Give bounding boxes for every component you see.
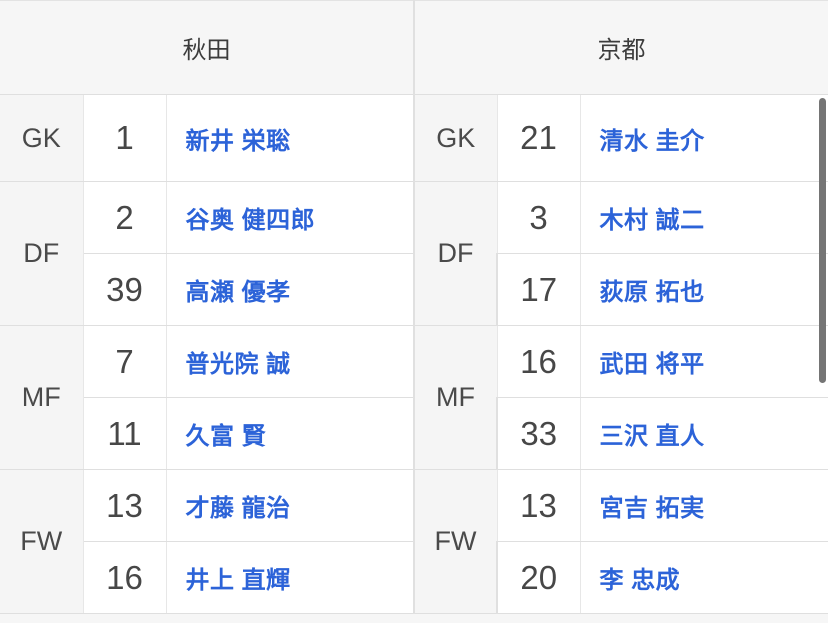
player-name-cell: 木村 誠二 [580,181,828,254]
position-cell-df-home: DF [0,181,84,326]
player-number: 13 [83,469,167,542]
player-name-cell: 李 忠成 [580,541,828,614]
position-cell-mf-away: MF [413,325,498,470]
player-number: 1 [83,94,167,182]
player-number: 11 [83,397,167,470]
player-name-cell: 才藤 龍治 [166,469,415,542]
player-number: 2 [83,181,167,254]
team-header-home: 秋田 [0,0,415,95]
player-number: 20 [496,541,581,614]
position-cell-fw-home: FW [0,469,84,614]
player-name-cell: 武田 将平 [580,325,828,398]
player-number: 16 [83,541,167,614]
player-link[interactable]: 宮吉 拓実 [599,495,705,522]
player-number: 39 [83,253,167,326]
player-link[interactable]: 三沢 直人 [599,423,705,450]
player-link[interactable]: 李 忠成 [599,567,681,594]
table-row-gk: GK 1 新井 栄聡 GK 21 清水 圭介 [0,94,828,182]
player-number: 33 [496,397,581,470]
player-link[interactable]: 清水 圭介 [599,127,705,155]
player-name-cell: 井上 直輝 [166,541,415,614]
player-name-cell: 久富 賢 [166,397,415,470]
team-header-row: 秋田 京都 [0,0,828,95]
player-number: 7 [83,325,167,398]
player-link[interactable]: 井上 直輝 [185,567,291,594]
player-number: 16 [497,325,581,398]
player-link[interactable]: 木村 誠二 [599,207,705,234]
player-number: 21 [497,94,581,182]
player-name-cell: 清水 圭介 [580,94,828,182]
player-link[interactable]: 新井 栄聡 [185,127,291,155]
player-name-cell: 宮吉 拓実 [580,469,828,542]
position-cell-df-away: DF [413,181,498,326]
position-cell-fw-away: FW [413,469,498,614]
table-row-fw-1: FW 13 才藤 龍治 FW 13 宮吉 拓実 [0,469,828,614]
table-row-mf-1: MF 7 普光院 誠 MF 16 武田 将平 [0,325,828,470]
team-header-away: 京都 [413,0,828,95]
position-cell-gk-away: GK [413,94,498,182]
player-link[interactable]: 普光院 誠 [185,351,291,378]
player-name-cell: 荻原 拓也 [580,253,828,326]
player-number: 3 [497,181,581,254]
player-link[interactable]: 武田 将平 [599,351,705,378]
table-row-df-2: 39 高瀬 優孝 17 荻原 拓也 [0,253,828,326]
player-number: 17 [496,253,581,326]
position-cell-gk-home: GK [0,94,84,182]
player-name-cell: 普光院 誠 [166,325,415,398]
player-name-cell: 谷奥 健四郎 [166,181,415,254]
player-name-cell: 高瀬 優孝 [166,253,415,326]
position-cell-mf-home: MF [0,325,84,470]
player-link[interactable]: 高瀬 優孝 [185,279,291,306]
player-link[interactable]: 谷奥 健四郎 [185,207,316,234]
next-section-strip [0,614,828,623]
table-row-df-1: DF 2 谷奥 健四郎 DF 3 木村 誠二 [0,181,828,326]
player-link[interactable]: 荻原 拓也 [599,279,705,306]
player-name-cell: 三沢 直人 [580,397,828,470]
table-row-fw-2: 16 井上 直輝 20 李 忠成 [0,541,828,614]
scrollbar-thumb[interactable] [819,98,826,383]
player-name-cell: 新井 栄聡 [166,94,415,182]
player-number: 13 [497,469,581,542]
player-link[interactable]: 才藤 龍治 [185,495,291,522]
player-link[interactable]: 久富 賢 [185,423,267,450]
table-row-mf-2: 11 久富 賢 33 三沢 直人 [0,397,828,470]
